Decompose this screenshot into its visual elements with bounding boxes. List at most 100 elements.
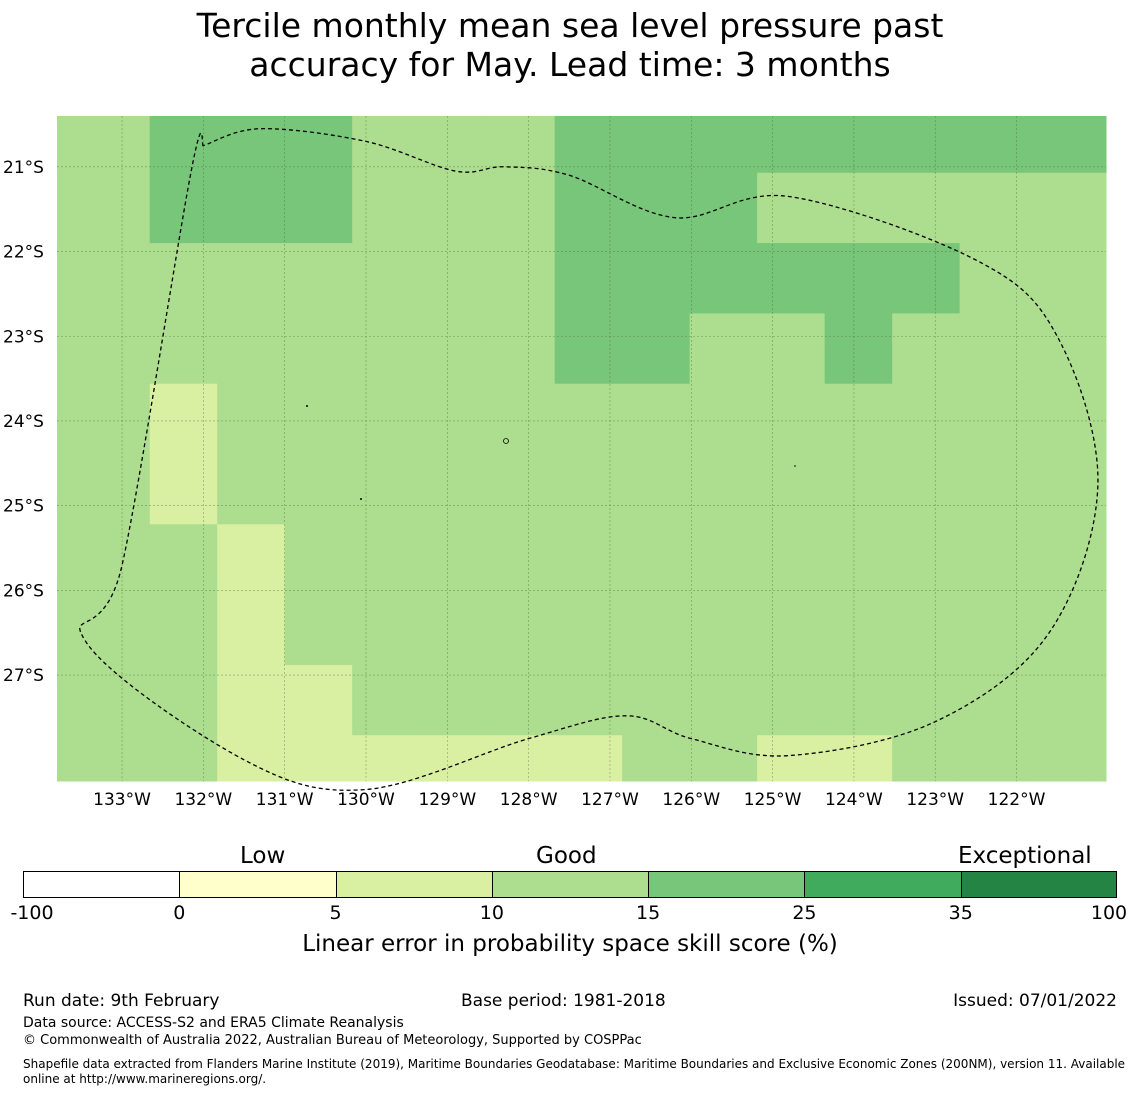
grid-cell [824, 243, 893, 314]
grid-cell [1094, 454, 1107, 525]
grid-cell [284, 735, 353, 782]
shapefile-credit-line-2: online at http://www.marineregions.org/. [23, 1072, 267, 1086]
latitude-label: 26°S [3, 581, 44, 601]
grid-cell [622, 116, 691, 174]
grid-cell [1094, 172, 1107, 244]
grid-cell [57, 594, 83, 666]
title-line-1: Tercile monthly mean sea level pressure … [196, 6, 944, 45]
grid-cell [352, 735, 421, 782]
grid-cell [757, 116, 826, 174]
grid-cell [554, 735, 623, 782]
grid-cell [217, 383, 286, 455]
grid-cell [824, 594, 893, 666]
grid-cell [57, 664, 83, 736]
grid-cell [824, 172, 893, 244]
latitude-labels: 21°S 22°S 23°S 24°S 25°S 26°S 27°S [3, 158, 44, 686]
grid-cell [352, 383, 421, 455]
island-marker [794, 465, 796, 467]
grid-cell [487, 116, 556, 174]
longitude-label: 128°W [500, 790, 558, 810]
latitude-label: 25°S [3, 497, 44, 517]
longitude-label: 122°W [988, 790, 1046, 810]
grid-cell [487, 383, 556, 455]
latitude-label: 24°S [3, 412, 44, 432]
island-marker [360, 498, 362, 500]
grid-cell [487, 594, 556, 666]
grid-cell [149, 664, 218, 736]
grid-cell [284, 664, 353, 736]
grid-cell [892, 735, 961, 782]
colorbar-tick-label: 0 [173, 902, 186, 924]
grid-cell [487, 454, 556, 525]
copyright: © Commonwealth of Australia 2022, Austra… [23, 1033, 642, 1048]
grid-cell [82, 383, 151, 455]
grid-cell [352, 313, 421, 385]
grid-cell [689, 524, 758, 596]
grid-cell [689, 454, 758, 525]
grid-cell [82, 243, 151, 314]
grid-cell [892, 594, 961, 666]
grid-cell [689, 313, 758, 385]
grid-cell [824, 383, 893, 455]
grid-cell [1094, 313, 1107, 385]
grid-cell [487, 735, 556, 782]
grid-cell [149, 383, 218, 455]
grid-cell [487, 664, 556, 736]
latitude-label: 21°S [3, 158, 44, 178]
grid-cell [1027, 454, 1096, 525]
grid-cell [82, 172, 151, 244]
grid-cell [824, 454, 893, 525]
colorbar-segment [648, 871, 805, 898]
grid-cell [1094, 664, 1107, 736]
grid-cell [1027, 594, 1096, 666]
graticule [57, 116, 1106, 781]
grid-cell [1027, 313, 1096, 385]
colorbar-segment [335, 871, 493, 898]
grid-cell [352, 116, 421, 174]
grid-cell [82, 664, 151, 736]
grid-cell [149, 243, 218, 314]
colorbar-segment [179, 871, 337, 898]
colorbar-tick-label: 5 [329, 902, 342, 924]
grid-cell [622, 664, 691, 736]
grid-cell [352, 243, 421, 314]
grid-cell [959, 172, 1028, 244]
island-marker [306, 405, 308, 407]
grid-cell [57, 454, 83, 525]
grid-cell [217, 524, 286, 596]
grid-cell [419, 116, 488, 174]
colorbar-segment [23, 871, 180, 898]
colorbar-divider [491, 871, 493, 898]
grid-cell [622, 383, 691, 455]
grid-cell [352, 664, 421, 736]
grid-cell [757, 454, 826, 525]
colorbar-divider [179, 871, 181, 898]
grid-cell [419, 454, 488, 525]
grid-cell [824, 664, 893, 736]
grid-cell [419, 243, 488, 314]
grid-cell [959, 454, 1028, 525]
grid-cell [554, 454, 623, 525]
grid-cell [959, 664, 1028, 736]
latitude-label: 27°S [3, 666, 44, 686]
base-period: Base period: 1981-2018 [461, 991, 666, 1011]
latitude-label: 22°S [3, 243, 44, 263]
chart-title: Tercile monthly mean sea level pressure … [0, 6, 1140, 84]
longitude-labels: 133°W 132°W 131°W 130°W 129°W 128°W 127°W 126°W… [93, 790, 1045, 810]
grid-cell [149, 313, 218, 385]
grid-cell [1027, 172, 1096, 244]
colorbar-tick-label: 25 [792, 902, 817, 924]
grid-cell [217, 664, 286, 736]
grid-cell [1094, 524, 1107, 596]
colorbar-divider [648, 871, 650, 898]
longitude-label: 125°W [744, 790, 802, 810]
grid-cell [689, 594, 758, 666]
longitude-label: 127°W [581, 790, 639, 810]
grid-cell [217, 116, 286, 174]
grid-cell [419, 383, 488, 455]
grid-cell [1027, 664, 1096, 736]
grid-cell [892, 454, 961, 525]
grid-cell [149, 172, 218, 244]
grid-cell [1094, 243, 1107, 314]
grid-cell [217, 172, 286, 244]
